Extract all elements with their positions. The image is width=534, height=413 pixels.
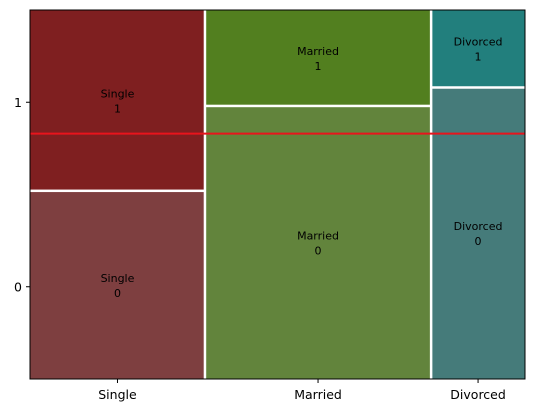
tile-label-divorced-1-category: Divorced (454, 36, 503, 49)
tile-label-divorced-1-level: 1 (475, 51, 482, 64)
tile-label-divorced-0-category: Divorced (454, 220, 503, 233)
x-tick-label-single: Single (98, 387, 137, 402)
tile-divorced-0 (432, 88, 525, 380)
tile-married-1 (206, 10, 430, 105)
x-tick-label-divorced: Divorced (450, 387, 506, 402)
tile-married-0 (206, 107, 430, 379)
tile-label-single-0-level: 0 (114, 287, 121, 300)
tile-single-0 (30, 192, 204, 379)
x-tick-label-married: Married (294, 387, 342, 402)
y-tick-label-0: 0 (14, 279, 22, 294)
tile-label-single-1-level: 1 (114, 102, 121, 115)
tile-label-married-0-level: 0 (315, 244, 322, 257)
tile-label-divorced-0-level: 0 (475, 235, 482, 248)
tile-label-married-1-level: 1 (315, 60, 322, 73)
tile-label-single-0-category: Single (101, 272, 135, 285)
tile-label-single-1-category: Single (101, 87, 135, 100)
tile-single-1 (30, 10, 204, 190)
tile-label-married-0-category: Married (297, 229, 339, 242)
y-tick-label-1: 1 (14, 95, 22, 110)
tile-label-married-1-category: Married (297, 45, 339, 58)
tile-divorced-1 (432, 10, 525, 87)
axes-frame (29, 9, 526, 380)
